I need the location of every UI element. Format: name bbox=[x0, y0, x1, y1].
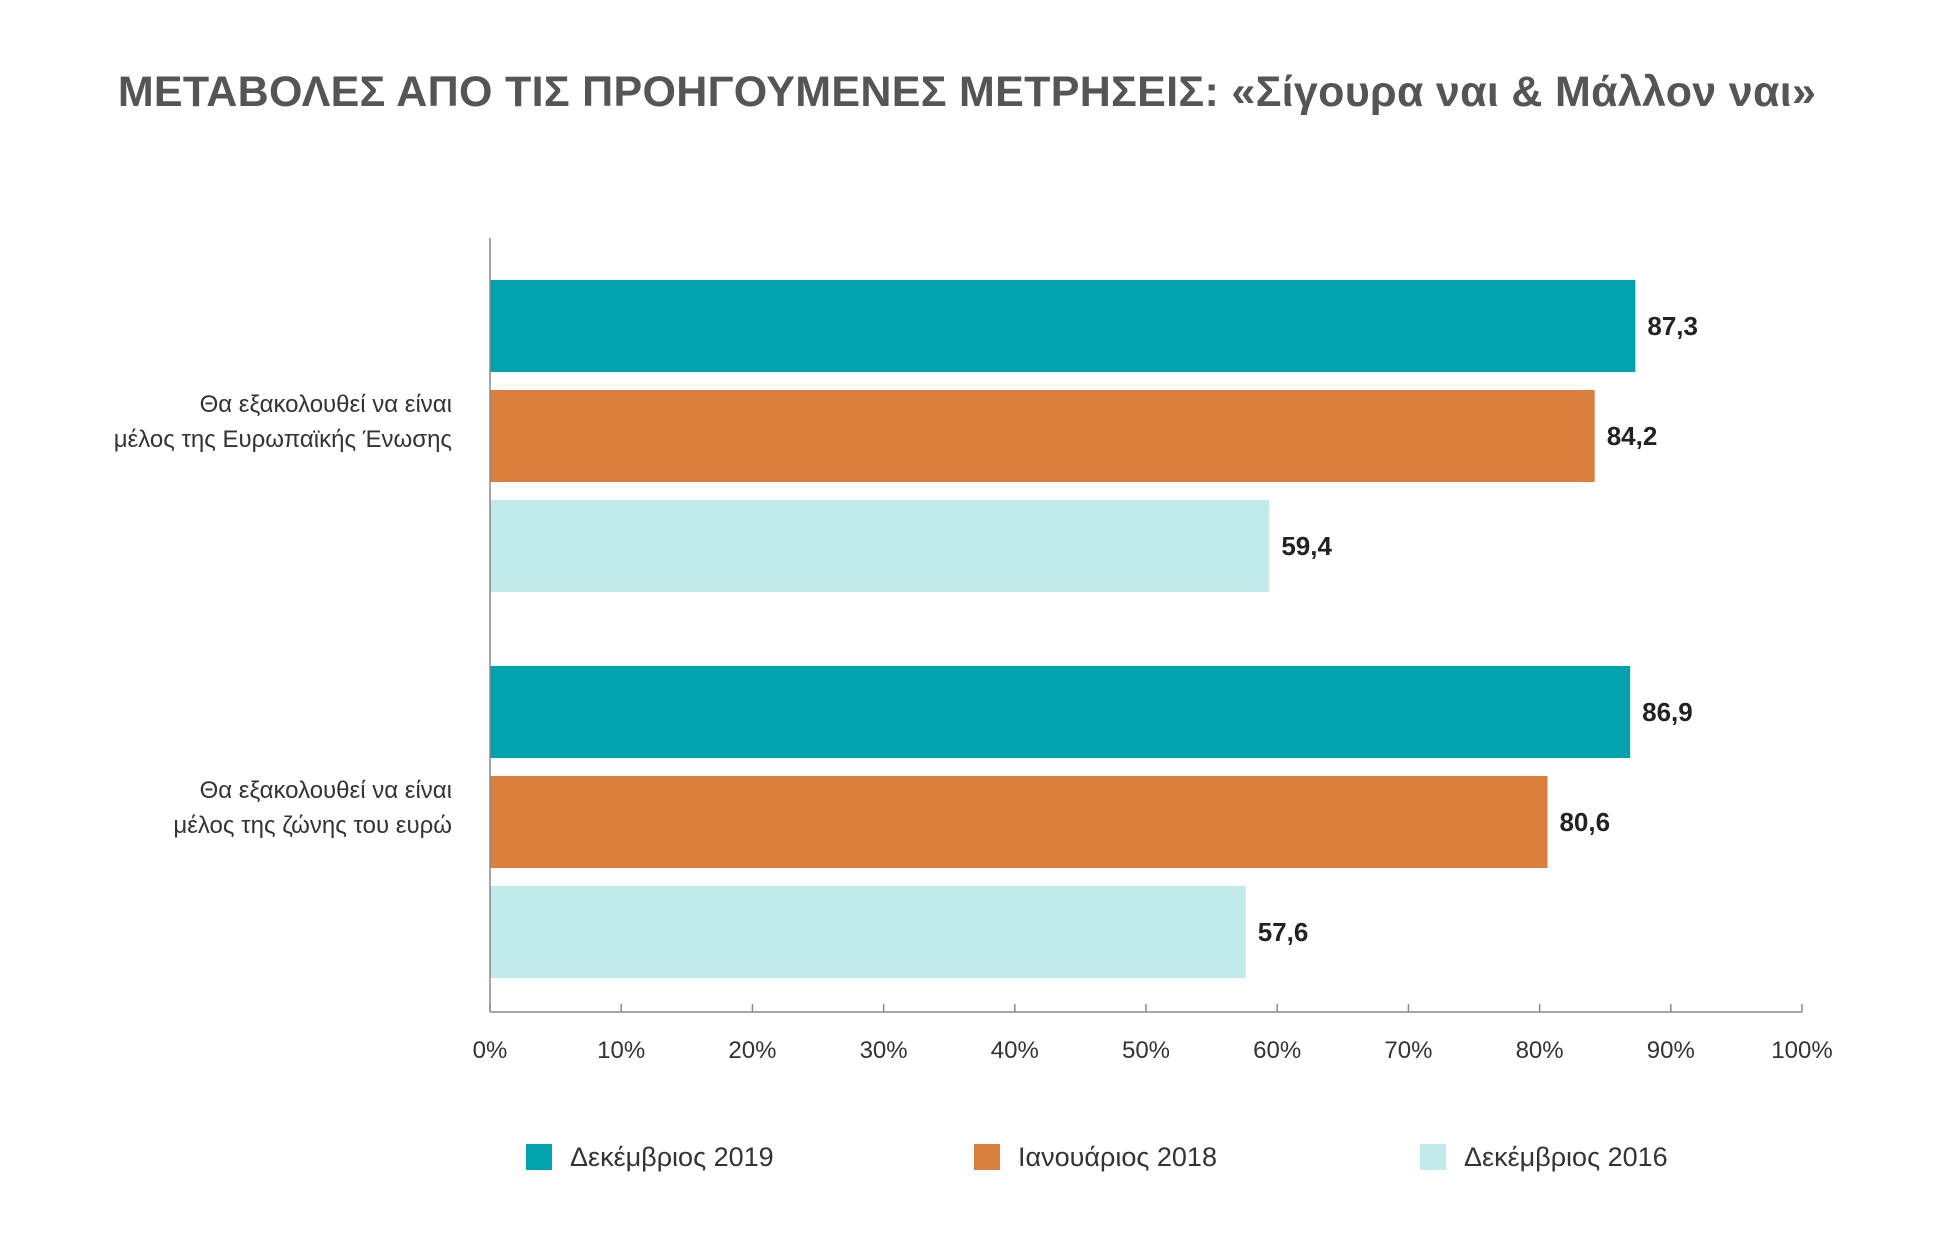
legend-swatch-2 bbox=[974, 1144, 1000, 1170]
x-tick-label-1: 0% bbox=[473, 1037, 508, 1064]
data-label-2-series-2: 80,6 bbox=[1559, 807, 1610, 837]
x-tick-label-9: 80% bbox=[1516, 1037, 1564, 1064]
bar-1-series-2 bbox=[490, 390, 1595, 482]
category-label-2-line-2: μέλος της ζώνης του ευρώ bbox=[173, 812, 452, 839]
x-tick-label-8: 70% bbox=[1384, 1037, 1432, 1064]
legend-swatch-1 bbox=[526, 1144, 552, 1170]
legend-swatch-3 bbox=[1420, 1144, 1446, 1170]
legend-label-2: Ιανουάριος 2018 bbox=[1018, 1142, 1217, 1172]
bar-1-series-1 bbox=[490, 280, 1636, 372]
data-label-1-series-3: 59,4 bbox=[1281, 531, 1332, 561]
x-tick-label-5: 40% bbox=[991, 1037, 1039, 1064]
x-tick-label-2: 10% bbox=[597, 1037, 645, 1064]
category-label-1-line-2: μέλος της Ευρωπαϊκής Ένωσης bbox=[114, 426, 452, 453]
chart-title: ΜΕΤΑΒΟΛΕΣ ΑΠΟ ΤΙΣ ΠΡΟΗΓΟΥΜΕΝΕΣ ΜΕΤΡΗΣΕΙΣ… bbox=[117, 68, 1817, 116]
x-tick-label-7: 60% bbox=[1253, 1037, 1301, 1064]
data-label-1-series-2: 84,2 bbox=[1607, 421, 1658, 451]
data-label-2-series-3: 57,6 bbox=[1258, 917, 1309, 947]
category-label-1-line-1: Θα εξακολουθεί να είναι bbox=[200, 391, 452, 418]
x-tick-label-4: 30% bbox=[860, 1037, 908, 1064]
legend-label-3: Δεκέμβριος 2016 bbox=[1464, 1142, 1668, 1172]
bar-1-series-3 bbox=[490, 500, 1270, 592]
category-label-2-line-1: Θα εξακολουθεί να είναι bbox=[200, 777, 452, 804]
data-label-1-series-1: 87,3 bbox=[1647, 311, 1698, 341]
x-tick-label-10: 90% bbox=[1647, 1037, 1695, 1064]
x-tick-label-11: 100% bbox=[1771, 1037, 1832, 1064]
data-label-2-series-1: 86,9 bbox=[1642, 697, 1693, 727]
x-tick-label-6: 50% bbox=[1122, 1037, 1170, 1064]
bar-2-series-3 bbox=[490, 886, 1246, 978]
legend-label-1: Δεκέμβριος 2019 bbox=[570, 1142, 774, 1172]
x-tick-label-3: 20% bbox=[728, 1037, 776, 1064]
bar-2-series-1 bbox=[490, 666, 1631, 758]
bar-2-series-2 bbox=[490, 776, 1548, 868]
